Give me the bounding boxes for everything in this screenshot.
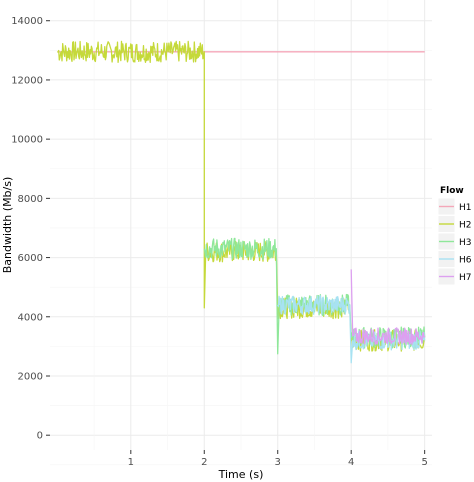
x-tick-label: 3 [275, 457, 281, 468]
x-tick-label: 1 [128, 457, 134, 468]
x-tick-label: 2 [201, 457, 207, 468]
legend: Flow H1 H2 H3 H6 H7 [437, 186, 472, 286]
legend-label-h6: H6 [459, 256, 472, 266]
series-line-h7 [350, 269, 426, 345]
y-tick-label: 14000 [11, 16, 43, 27]
y-tick-label: 10000 [11, 135, 43, 146]
x-tick-label: 4 [348, 457, 354, 468]
legend-label-h7: H7 [459, 273, 472, 283]
y-axis-title: Bandwidth (Mb/s) [1, 177, 14, 274]
y-tick-label: 4000 [18, 312, 43, 323]
x-axis-title: Time (s) [218, 468, 264, 481]
legend-label-h1: H1 [459, 203, 472, 213]
grid-lines [50, 0, 432, 466]
x-tick-label: 5 [421, 457, 427, 468]
legend-label-h3: H3 [459, 238, 472, 248]
legend-label-h2: H2 [459, 221, 472, 231]
y-tick-label: 12000 [11, 75, 43, 86]
axes [46, 20, 426, 454]
y-tick-label: 8000 [18, 194, 43, 205]
y-tick-label: 2000 [18, 371, 43, 382]
y-tick-label: 6000 [18, 253, 43, 264]
series-lines [57, 40, 426, 364]
legend-title: Flow [440, 186, 464, 196]
tick-labels: 0 2000 4000 6000 8000 10000 12000 14000 1 2 3 4 5 [11, 16, 428, 468]
y-tick-label: 0 [37, 431, 43, 442]
